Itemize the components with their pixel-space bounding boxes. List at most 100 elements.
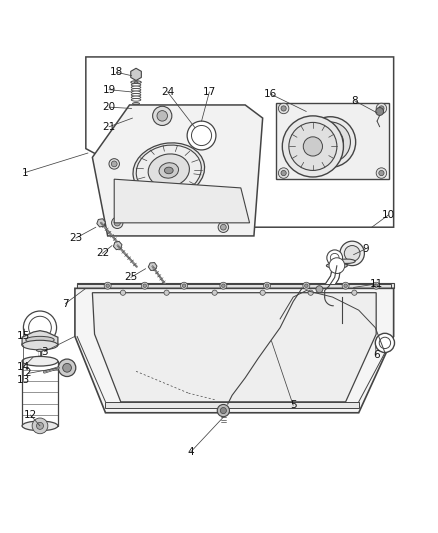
Ellipse shape bbox=[131, 84, 141, 86]
Circle shape bbox=[303, 137, 322, 156]
Text: 17: 17 bbox=[203, 87, 216, 97]
Ellipse shape bbox=[164, 167, 173, 174]
Circle shape bbox=[323, 135, 337, 149]
Circle shape bbox=[182, 284, 186, 287]
Text: 6: 6 bbox=[373, 350, 379, 360]
Ellipse shape bbox=[26, 336, 54, 343]
Circle shape bbox=[264, 282, 271, 289]
Ellipse shape bbox=[131, 86, 141, 88]
Circle shape bbox=[218, 222, 229, 232]
Circle shape bbox=[28, 316, 51, 339]
Circle shape bbox=[338, 321, 346, 329]
Circle shape bbox=[375, 333, 395, 352]
Circle shape bbox=[111, 161, 117, 167]
Ellipse shape bbox=[159, 163, 179, 178]
Ellipse shape bbox=[134, 111, 139, 113]
Polygon shape bbox=[77, 283, 394, 288]
Ellipse shape bbox=[36, 356, 43, 358]
Circle shape bbox=[36, 422, 43, 430]
Circle shape bbox=[141, 282, 148, 289]
Ellipse shape bbox=[22, 357, 58, 366]
Circle shape bbox=[303, 282, 310, 289]
Text: 24: 24 bbox=[161, 87, 174, 97]
Circle shape bbox=[106, 284, 110, 287]
Ellipse shape bbox=[22, 340, 58, 349]
Circle shape bbox=[376, 108, 384, 116]
Circle shape bbox=[317, 129, 343, 155]
Circle shape bbox=[376, 103, 387, 114]
Circle shape bbox=[220, 224, 226, 230]
Text: 8: 8 bbox=[351, 95, 358, 106]
Circle shape bbox=[373, 282, 380, 289]
Polygon shape bbox=[148, 263, 157, 270]
Bar bbox=[134, 112, 139, 120]
Circle shape bbox=[379, 337, 391, 349]
Circle shape bbox=[187, 121, 216, 150]
Circle shape bbox=[330, 253, 339, 262]
Polygon shape bbox=[131, 68, 141, 80]
Circle shape bbox=[152, 106, 172, 125]
Circle shape bbox=[260, 290, 265, 295]
Ellipse shape bbox=[148, 154, 189, 187]
Circle shape bbox=[379, 171, 384, 176]
Circle shape bbox=[340, 241, 364, 265]
Text: 19: 19 bbox=[102, 85, 116, 95]
Text: 14: 14 bbox=[17, 362, 30, 372]
Circle shape bbox=[283, 116, 343, 177]
Text: 1: 1 bbox=[21, 168, 28, 177]
Ellipse shape bbox=[22, 421, 58, 431]
Circle shape bbox=[114, 220, 120, 226]
Circle shape bbox=[104, 282, 111, 289]
Circle shape bbox=[279, 168, 289, 179]
Polygon shape bbox=[92, 105, 263, 236]
Ellipse shape bbox=[133, 143, 205, 198]
Text: 20: 20 bbox=[102, 102, 116, 112]
Circle shape bbox=[220, 282, 227, 289]
Circle shape bbox=[305, 117, 356, 167]
Text: 15: 15 bbox=[17, 332, 30, 341]
Text: 13: 13 bbox=[17, 375, 30, 385]
Polygon shape bbox=[86, 57, 394, 227]
Text: 10: 10 bbox=[382, 210, 395, 220]
Circle shape bbox=[379, 106, 384, 111]
Circle shape bbox=[109, 159, 120, 169]
Ellipse shape bbox=[326, 263, 347, 268]
Text: 21: 21 bbox=[102, 122, 116, 132]
Circle shape bbox=[58, 359, 76, 376]
Circle shape bbox=[164, 290, 169, 295]
Ellipse shape bbox=[136, 145, 201, 196]
Ellipse shape bbox=[133, 110, 140, 112]
Ellipse shape bbox=[131, 91, 141, 94]
Text: 4: 4 bbox=[187, 447, 194, 457]
Ellipse shape bbox=[131, 80, 141, 84]
Circle shape bbox=[316, 286, 323, 293]
Circle shape bbox=[222, 284, 225, 287]
Circle shape bbox=[212, 290, 217, 295]
Circle shape bbox=[289, 123, 337, 171]
Circle shape bbox=[120, 290, 126, 295]
Ellipse shape bbox=[338, 259, 355, 263]
Text: 23: 23 bbox=[69, 233, 82, 243]
Circle shape bbox=[63, 364, 71, 372]
Text: 7: 7 bbox=[62, 298, 69, 309]
Circle shape bbox=[32, 418, 48, 434]
Circle shape bbox=[281, 171, 286, 176]
Bar bbox=[133, 103, 140, 111]
Polygon shape bbox=[75, 288, 394, 413]
Text: 12: 12 bbox=[24, 410, 37, 420]
Circle shape bbox=[342, 282, 349, 289]
Text: 16: 16 bbox=[264, 89, 277, 99]
Ellipse shape bbox=[131, 93, 141, 96]
Text: 25: 25 bbox=[124, 272, 138, 282]
Circle shape bbox=[310, 122, 350, 162]
Polygon shape bbox=[97, 219, 106, 227]
Ellipse shape bbox=[131, 99, 141, 101]
Circle shape bbox=[265, 284, 269, 287]
Ellipse shape bbox=[131, 88, 141, 91]
Polygon shape bbox=[77, 284, 392, 289]
Circle shape bbox=[220, 408, 226, 414]
Circle shape bbox=[376, 168, 387, 179]
Circle shape bbox=[327, 250, 343, 265]
Circle shape bbox=[374, 284, 378, 287]
Ellipse shape bbox=[22, 340, 58, 350]
